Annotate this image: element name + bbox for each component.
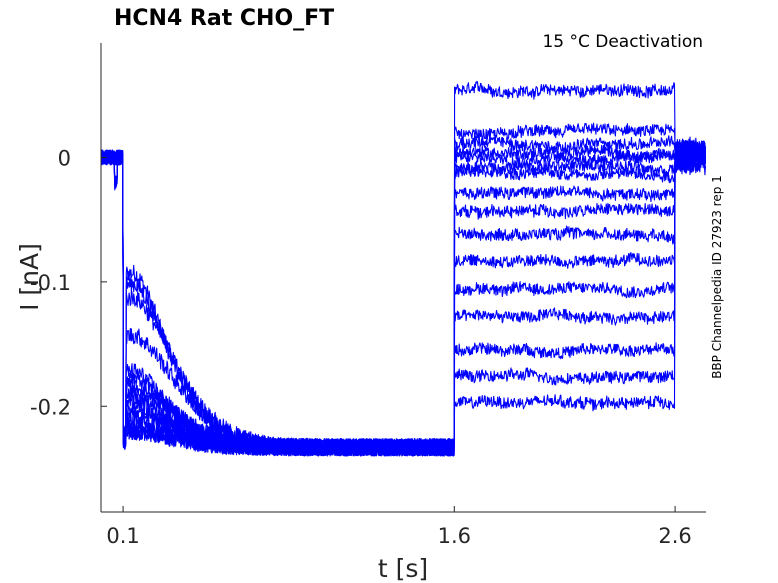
x-axis-label: t [s] [378, 554, 428, 583]
y-tick-label: 0 [58, 146, 71, 170]
channelpedia-id-label: BBP Channelpedia ID 27923 rep 1 [710, 175, 724, 379]
current-traces [100, 80, 707, 457]
x-tick-label: 1.6 [438, 524, 471, 548]
x-tick-label: 0.1 [106, 524, 139, 548]
x-tick-label: 2.6 [658, 524, 691, 548]
y-axis-label: I [nA] [15, 243, 44, 311]
x-axis-ticks: 0.1 1.6 2.6 [106, 506, 692, 548]
y-tick-label: -0.1 [30, 271, 71, 295]
y-tick-label: -0.2 [30, 395, 71, 419]
y-axis-ticks: 0 -0.1 -0.2 [30, 146, 107, 419]
current-trace-16 [100, 150, 707, 457]
current-trace-15 [100, 150, 707, 457]
chart-title: HCN4 Rat CHO_FT [114, 6, 334, 31]
chart-subtitle: 15 °C Deactivation [542, 32, 703, 52]
